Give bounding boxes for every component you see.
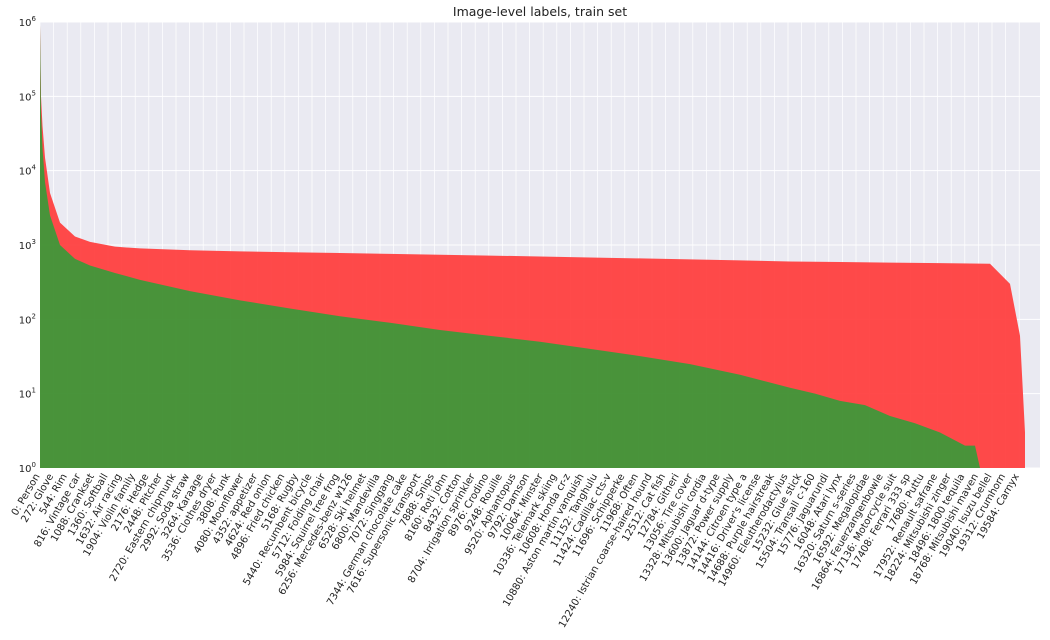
- series-layer: [40, 25, 1025, 469]
- chart-title: Image-level labels, train set: [453, 4, 627, 19]
- y-tick-label: 105: [19, 89, 36, 103]
- y-tick-label: 102: [19, 312, 36, 326]
- y-tick-label: 106: [19, 15, 37, 29]
- y-tick-label: 101: [19, 387, 36, 401]
- y-tick-label: 104: [19, 164, 37, 178]
- series-area-1: [40, 25, 1025, 469]
- y-tick-label: 103: [19, 238, 36, 252]
